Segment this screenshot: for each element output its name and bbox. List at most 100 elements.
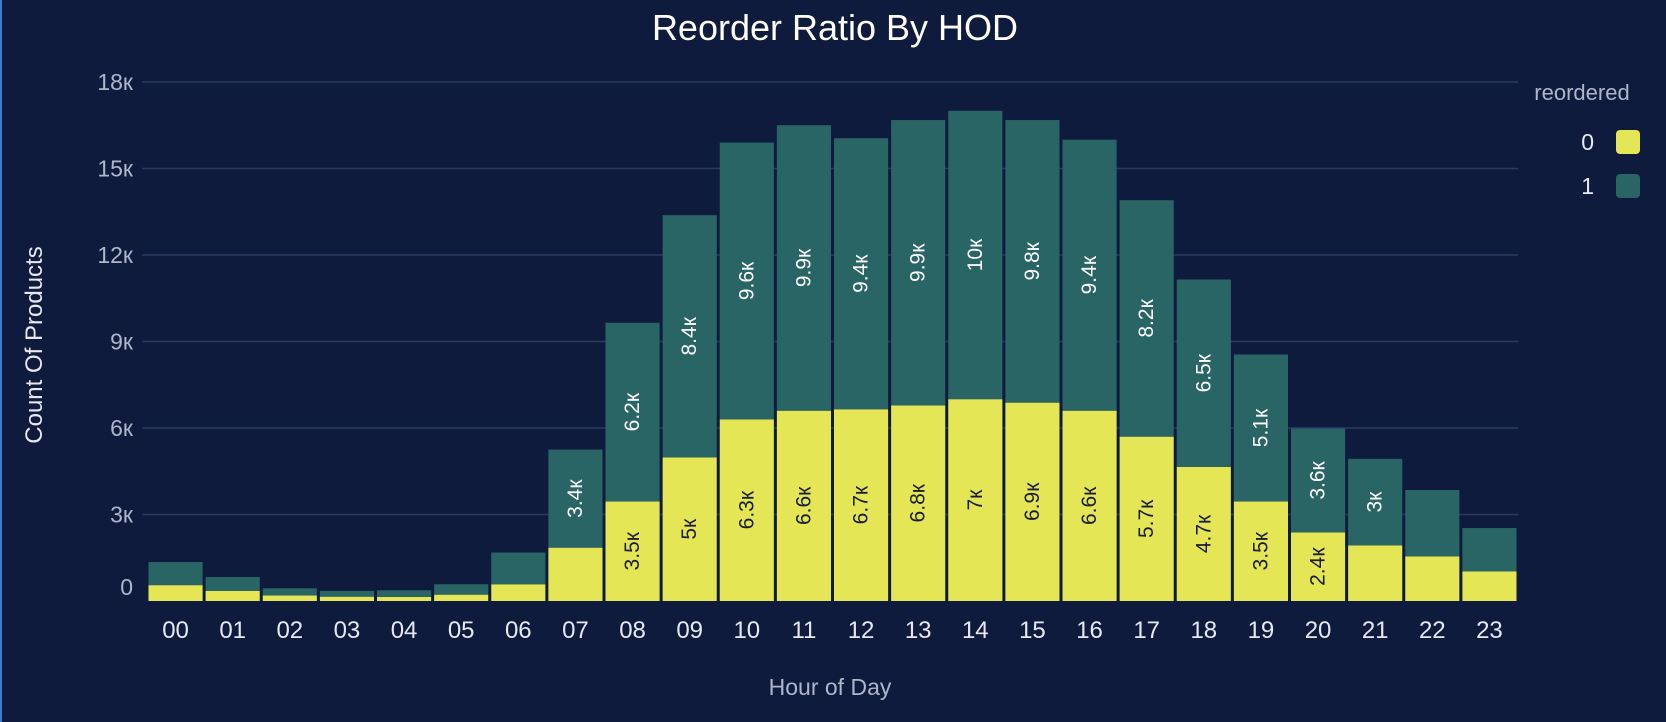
bar-segment-1-06[interactable] (491, 552, 546, 585)
legend-items[interactable]: 01 (1581, 129, 1640, 199)
data-label: 7к (964, 489, 987, 511)
bar-segment-0-08[interactable] (605, 501, 660, 601)
data-label: 6.7к (850, 485, 873, 524)
y-tick-label: 9к (110, 329, 134, 355)
bar-segment-1-03[interactable] (319, 590, 374, 597)
x-tick-label: 01 (219, 617, 246, 644)
data-label: 6.8к (907, 483, 930, 522)
bar-segment-1-07[interactable] (548, 449, 603, 548)
y-tick-label: 18к (97, 69, 134, 95)
data-label: 6.3к (735, 490, 758, 529)
x-tick-label: 19 (1248, 617, 1275, 644)
x-axis-title: Hour of Day (769, 674, 892, 700)
data-label: 3.5к (1249, 531, 1272, 570)
bar-segment-0-05[interactable] (434, 594, 489, 601)
y-axis-title: Count Of Products (21, 246, 48, 443)
bar-segment-1-13[interactable] (891, 120, 946, 406)
bar-segment-1-22[interactable] (1405, 489, 1460, 557)
data-label: 8.2к (1135, 298, 1158, 337)
x-tick-label: 00 (162, 617, 189, 644)
bar-segment-0-07[interactable] (548, 547, 603, 601)
bar-segment-0-21[interactable] (1348, 545, 1403, 601)
x-tick-label: 02 (276, 617, 303, 644)
x-tick-label: 23 (1476, 617, 1503, 644)
bar-segment-1-11[interactable] (776, 125, 831, 411)
legend-label: 0 (1581, 129, 1594, 155)
legend[interactable]: reordered 01 (1534, 80, 1640, 199)
bar-segment-1-17[interactable] (1119, 200, 1174, 437)
bar-segment-0-04[interactable] (377, 596, 432, 601)
x-tick-label: 06 (505, 617, 532, 644)
data-label: 3.5к (621, 531, 644, 570)
x-tick-label: 07 (562, 617, 589, 644)
data-label: 9.9к (907, 243, 930, 282)
x-tick-label: 08 (619, 617, 646, 644)
bar-segment-1-15[interactable] (1005, 120, 1060, 403)
bar-segment-0-10[interactable] (719, 419, 774, 601)
data-label: 6.5к (1192, 353, 1215, 392)
bar-segment-1-05[interactable] (434, 584, 489, 595)
legend-swatch (1616, 174, 1640, 198)
data-label: 5к (678, 518, 701, 540)
x-tick-label: 09 (676, 617, 703, 644)
data-label: 3к (1364, 491, 1387, 513)
bar-segment-0-15[interactable] (1005, 402, 1060, 601)
data-label: 10к (964, 238, 987, 271)
chart-title: Reorder Ratio By HOD (652, 7, 1018, 48)
bar-segment-0-09[interactable] (662, 457, 717, 601)
bar-segment-0-19[interactable] (1233, 501, 1288, 601)
bar-segment-0-22[interactable] (1405, 556, 1460, 601)
data-label: 2.4к (1307, 547, 1330, 586)
data-label: 3.6к (1307, 460, 1330, 499)
x-tick-label: 16 (1076, 617, 1103, 644)
data-label: 9.4к (1078, 255, 1101, 294)
bar-segment-1-01[interactable] (205, 577, 260, 591)
bar-segment-1-10[interactable] (719, 142, 774, 420)
bar-segment-0-16[interactable] (1062, 410, 1117, 601)
x-tick-label: 04 (391, 617, 418, 644)
bar-segment-0-12[interactable] (834, 409, 889, 601)
x-tick-label: 05 (448, 617, 475, 644)
bar-segment-1-20[interactable] (1291, 428, 1346, 533)
x-tick-label: 18 (1190, 617, 1217, 644)
bar-segment-1-12[interactable] (834, 138, 889, 410)
bar-segment-0-13[interactable] (891, 405, 946, 601)
x-tick-label: 21 (1362, 617, 1389, 644)
x-tick-label: 11 (791, 617, 816, 644)
bar-segment-0-11[interactable] (776, 410, 831, 601)
legend-item-0[interactable]: 0 (1581, 129, 1640, 155)
bar-segment-1-16[interactable] (1062, 139, 1117, 411)
bar-segment-0-17[interactable] (1119, 436, 1174, 601)
data-label: 6.9к (1021, 482, 1044, 521)
bar-segment-0-06[interactable] (491, 584, 546, 601)
bar-segment-1-18[interactable] (1176, 279, 1231, 467)
bar-segment-1-19[interactable] (1233, 354, 1288, 502)
bar-segment-1-21[interactable] (1348, 458, 1403, 546)
bar-segment-0-03[interactable] (319, 596, 374, 601)
bar-segment-0-00[interactable] (148, 585, 203, 601)
bar-segment-0-18[interactable] (1176, 466, 1231, 601)
y-tick-label: 6к (110, 415, 134, 441)
bar-segment-1-02[interactable] (262, 588, 317, 596)
bar-segment-1-04[interactable] (377, 590, 432, 597)
bar-segment-0-02[interactable] (262, 595, 317, 601)
bar-segment-0-23[interactable] (1462, 571, 1517, 601)
data-label: 6.6к (1078, 486, 1101, 525)
bar-segment-1-08[interactable] (605, 322, 660, 502)
x-tick-label: 13 (905, 617, 932, 644)
bar-segment-1-09[interactable] (662, 215, 717, 458)
data-label: 9.4к (850, 254, 873, 293)
bar-segment-0-01[interactable] (205, 590, 260, 601)
legend-item-1[interactable]: 1 (1581, 173, 1640, 199)
y-tick-label: 0 (120, 574, 133, 600)
bar-segment-1-14[interactable] (948, 110, 1003, 400)
bar-segment-0-20[interactable] (1291, 532, 1346, 601)
y-axis-ticks: 0 3к 6к 9к 12к 15к 18к (97, 69, 134, 600)
bar-labels: 3.4к 3.5к 6.2к 5к 8.4к 6.3к 9.6к 6.6к 9.9к 6.7к 9.… (564, 238, 1387, 586)
data-label: 4.7к (1192, 514, 1215, 553)
bar-segment-1-23[interactable] (1462, 528, 1517, 572)
bar-segment-1-00[interactable] (148, 562, 203, 586)
bar-segment-0-14[interactable] (948, 399, 1003, 601)
x-tick-label: 22 (1419, 617, 1446, 644)
